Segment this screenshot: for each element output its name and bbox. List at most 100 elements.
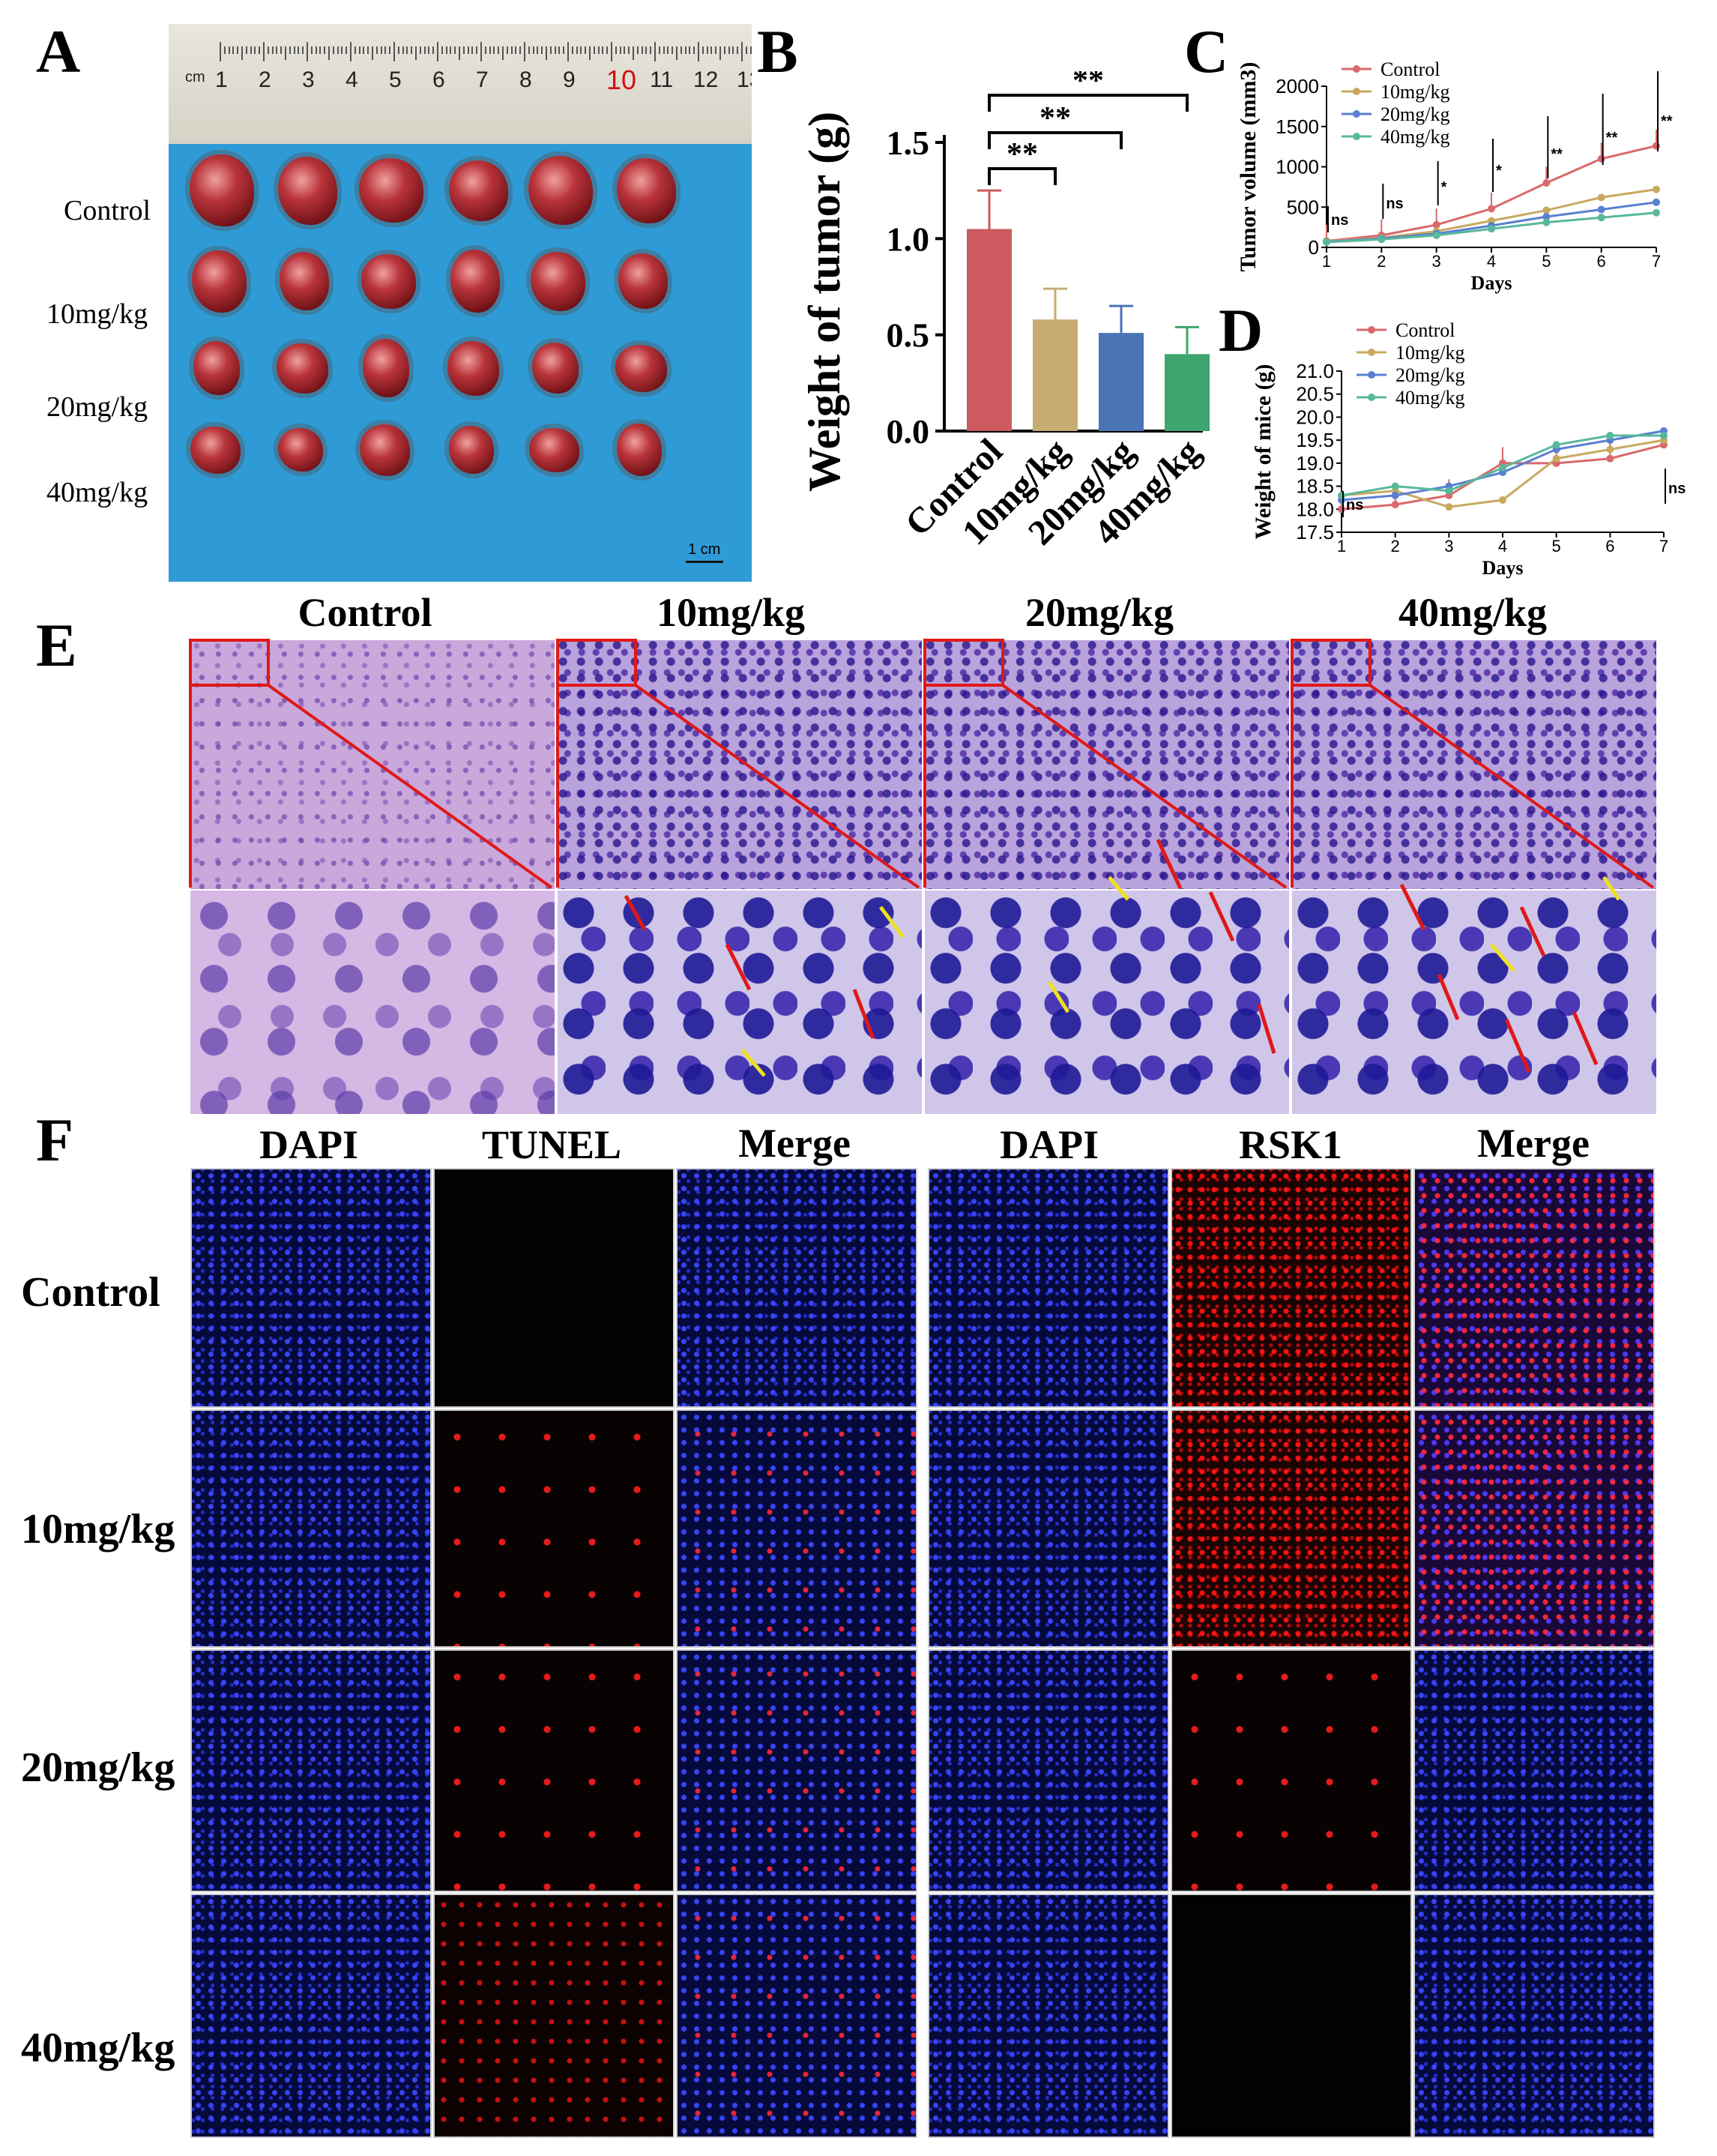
- ruler-tick: [524, 42, 525, 61]
- mice-weight-line-chart: 17.518.018.519.019.520.020.521.0 1 2 3 4 5 6 7 D…: [1251, 319, 1686, 579]
- x-tick-label: 5: [1552, 537, 1561, 555]
- fluorescence-image: [928, 1409, 1169, 1648]
- significance-bracket: [988, 94, 1189, 112]
- ruler-tick: [367, 46, 369, 54]
- ruler-tick: [428, 46, 430, 54]
- legend-label: Control: [1395, 319, 1455, 341]
- ruler-tick: [271, 46, 274, 54]
- tumor-specimen: [530, 251, 585, 311]
- ruler-number: 1: [215, 67, 228, 92]
- ruler-tick: [462, 46, 465, 54]
- panel-letter-b: B: [757, 17, 798, 85]
- ruler-tick: [232, 46, 235, 54]
- f-row-20mg: 20mg/kg: [21, 1744, 175, 1791]
- zoom-box: [189, 639, 270, 687]
- fluorescence-image: [190, 1409, 432, 1648]
- f-row-40mg: 40mg/kg: [21, 2025, 175, 2071]
- tumor-specimen: [191, 250, 247, 313]
- ruler-number: 3: [302, 67, 315, 92]
- group-label-10mg: 10mg/kg: [46, 298, 148, 330]
- red-arrow: [1437, 974, 1460, 1020]
- ruler-tick: [633, 46, 634, 60]
- ruler-tick: [510, 46, 513, 54]
- ruler-tick: [341, 46, 343, 54]
- ruler-tick: [389, 46, 391, 54]
- ruler-tick: [476, 46, 478, 54]
- f-row-control: Control: [21, 1269, 160, 1316]
- legend-marker: [1368, 326, 1375, 334]
- ruler-tick: [471, 46, 474, 54]
- significance-label: **: [1007, 137, 1038, 172]
- ruler-tick: [263, 42, 265, 61]
- tumor-specimen: [190, 426, 241, 474]
- y-tick-label: 1.0: [887, 220, 930, 258]
- ruler-tick: [489, 46, 491, 54]
- bar: [967, 229, 1012, 431]
- y-tick-label: 18.0: [1296, 498, 1334, 520]
- data-point: [1542, 179, 1551, 187]
- he-control-zoom: [189, 889, 556, 1115]
- ruler-tick: [706, 46, 708, 54]
- fluorescence-image: [676, 1894, 917, 2138]
- ruler-tick: [554, 46, 556, 54]
- ruler-tick: [506, 46, 508, 54]
- legend-label: 20mg/kg: [1380, 103, 1449, 125]
- data-point: [1391, 501, 1399, 509]
- tumor-specimen: [450, 250, 500, 313]
- e-header-20mg: 20mg/kg: [1025, 590, 1174, 635]
- yellow-arrow: [1047, 981, 1070, 1014]
- legend-marker: [1353, 110, 1360, 118]
- legend-label: 40mg/kg: [1380, 126, 1449, 148]
- ruler-tick: [593, 46, 595, 54]
- ruler-number: 9: [563, 67, 576, 92]
- yellow-arrow: [740, 1048, 766, 1077]
- tumor-specimen: [359, 424, 410, 476]
- data-point: [1445, 503, 1453, 511]
- significance-label: **: [1039, 101, 1071, 136]
- ruler-number: 2: [259, 67, 271, 92]
- significance-label: *: [1441, 179, 1447, 196]
- significance-label: **: [1606, 130, 1618, 146]
- x-tick-label: 3: [1444, 537, 1453, 555]
- ruler-tick: [402, 46, 404, 54]
- ruler-tick: [245, 46, 247, 54]
- ruler-tick: [737, 46, 739, 54]
- ruler-tick: [602, 46, 604, 54]
- ruler-tick: [432, 46, 435, 54]
- ruler-tick: [267, 46, 269, 54]
- data-point: [1597, 193, 1605, 202]
- tumor-specimen: [193, 341, 240, 395]
- ruler-number: 10: [606, 64, 637, 95]
- significance-label: **: [1661, 113, 1673, 130]
- ruler-tick: [393, 42, 395, 61]
- ruler-tick: [324, 46, 326, 54]
- tumor-specimen: [363, 339, 409, 397]
- ruler-tick: [667, 46, 669, 54]
- tumor-specimen: [190, 154, 254, 226]
- ruler-tick: [615, 46, 617, 54]
- fluorescence-image: [1413, 1409, 1655, 1648]
- significance-bracket: [988, 131, 1123, 149]
- ruler-tick: [597, 46, 600, 54]
- ruler-tick: [375, 46, 378, 54]
- legend-marker: [1368, 371, 1375, 379]
- f-header-rsk1: RSK1: [1238, 1122, 1343, 1167]
- x-axis-title: Days: [1471, 272, 1512, 294]
- yellow-arrow: [1490, 943, 1515, 972]
- ruler-tick: [250, 46, 252, 54]
- fluorescence-image: [190, 1894, 432, 2138]
- fluorescence-image: [1171, 1409, 1412, 1648]
- ruler-tick: [454, 46, 456, 54]
- fluorescence-image: [676, 1168, 917, 1408]
- y-tick-label: 20.5: [1296, 383, 1334, 406]
- legend-marker: [1368, 394, 1375, 401]
- x-tick-label: 7: [1652, 252, 1661, 271]
- fluorescence-image: [433, 1649, 675, 1892]
- ruler-tick: [537, 46, 539, 54]
- y-axis-title: Weight of mice (g): [1251, 364, 1276, 539]
- ruler-tick: [719, 46, 721, 60]
- group-label-20mg: 20mg/kg: [46, 391, 148, 423]
- y-axis-title: Weight of tumor (g): [800, 112, 849, 492]
- x-tick-label: 5: [1542, 252, 1551, 271]
